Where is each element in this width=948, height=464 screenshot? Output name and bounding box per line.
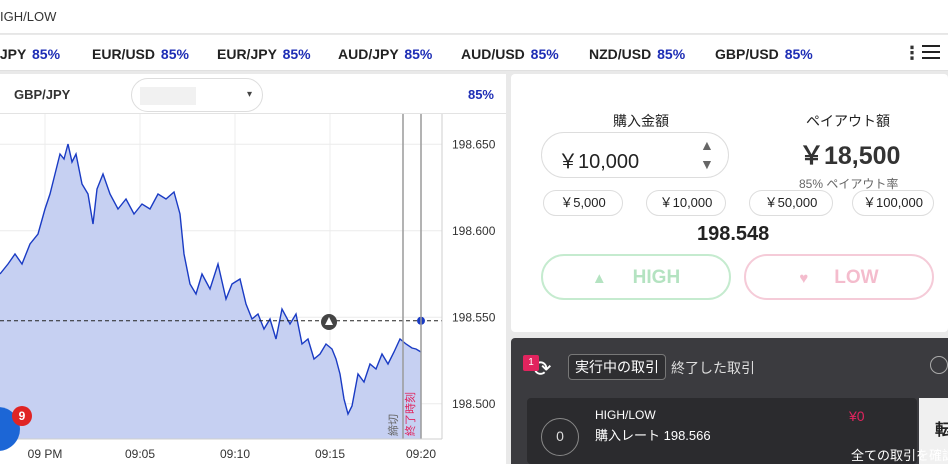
amount-chip-100000[interactable]: ￥100,000 <box>852 190 934 216</box>
amount-chip-10000[interactable]: ￥10,000 <box>646 190 726 216</box>
y-tick-label: 198.650 <box>452 137 496 151</box>
price-chart[interactable]: 締切 終了時刻 198.650 198.600 198.550 198.500 09 … <box>0 114 506 464</box>
triangle-down-icon: ♥ <box>799 270 809 287</box>
entry-marker <box>321 314 337 330</box>
pair-pct: 85% <box>530 46 559 62</box>
trade-payout: ¥0 <box>849 408 865 424</box>
x-tick-label: 09 PM <box>28 447 63 461</box>
y-tick-label: 198.500 <box>452 397 496 411</box>
high-button[interactable]: ▲ HIGH <box>541 254 731 300</box>
pair-tab[interactable]: NZD/USD 85% <box>589 46 685 62</box>
x-tick-labels: 09 PM 09:05 09:10 09:15 09:20 <box>28 447 437 461</box>
notification-badge: 9 <box>12 406 32 426</box>
x-tick-label: 09:05 <box>125 447 155 461</box>
chart-payout-pct: 85% <box>467 87 494 102</box>
top-bar: IGH/LOW <box>0 0 948 34</box>
pair-tab[interactable]: AUD/USD 85% <box>461 46 559 62</box>
app-title: IGH/LOW <box>0 9 57 24</box>
pair-name: /JPY <box>0 46 27 62</box>
more-options-icon[interactable]: ⋮ <box>903 43 921 63</box>
low-button-label: LOW <box>834 267 879 288</box>
pair-pct: 85% <box>282 46 311 62</box>
trade-entry-rate: 購入レート 198.566 <box>595 428 711 443</box>
decrease-amount-icon[interactable]: ▼ <box>700 156 714 172</box>
resell-button[interactable]: 転 <box>919 398 948 464</box>
duration-select-value <box>140 87 196 105</box>
chart-panel: GBP/JPY ▾ 85% 締切 終了時刻 198.650 198.600 198.… <box>0 74 506 464</box>
amount-input[interactable]: ￥10,000 ▲ ▼ <box>541 132 729 178</box>
x-tick-label: 09:10 <box>220 447 250 461</box>
pair-tab[interactable]: /JPY 85% <box>0 46 60 62</box>
amount-chip-5000[interactable]: ￥5,000 <box>543 190 623 216</box>
high-button-label: HIGH <box>632 267 681 288</box>
current-rate: 198.548 <box>697 223 770 245</box>
payout-value: ￥18,500 <box>799 142 901 170</box>
payout-label: ペイアウト額 <box>806 113 890 129</box>
chart-header: GBP/JPY ▾ 85% <box>0 74 506 114</box>
low-button[interactable]: ♥ LOW <box>744 254 934 300</box>
x-tick-label: 09:20 <box>406 447 436 461</box>
cutoff-label: 締切 <box>386 414 400 436</box>
trade-panel: 購入金額 ￥10,000 ▲ ▼ ペイアウト額 ￥18,500 85% ペイアウ… <box>511 74 948 332</box>
pair-tab[interactable]: AUD/JPY 85% <box>338 46 432 62</box>
tab-active-trades[interactable]: 実行中の取引 <box>568 354 666 380</box>
amount-label: 購入金額 <box>613 113 669 129</box>
trade-countdown: 0 <box>541 418 579 456</box>
chart-pair-label: GBP/JPY <box>14 87 71 102</box>
pair-name: EUR/JPY <box>217 46 277 62</box>
external-link-icon[interactable] <box>930 356 948 374</box>
trade-card[interactable]: 0 HIGH/LOW 購入レート 198.566 ¥0 <box>527 398 917 464</box>
pair-ticker-bar: /JPY 85% EUR/USD 85% EUR/JPY 85% AUD/JPY… <box>0 35 948 71</box>
pair-tab[interactable]: EUR/USD 85% <box>92 46 189 62</box>
pair-name: AUD/USD <box>461 46 525 62</box>
positions-count-badge: 1 <box>523 355 539 371</box>
end-time-label: 終了時刻 <box>403 392 417 436</box>
pair-pct: 85% <box>657 46 686 62</box>
view-all-trades-link[interactable]: 全ての取引を確認 <box>851 448 948 463</box>
trade-type: HIGH/LOW <box>595 408 656 422</box>
pair-name: AUD/JPY <box>338 46 399 62</box>
pair-pct: 85% <box>32 46 61 62</box>
pair-pct: 85% <box>404 46 433 62</box>
pair-name: NZD/USD <box>589 46 652 62</box>
tab-closed-trades[interactable]: 終了した取引 <box>671 360 755 376</box>
y-tick-label: 198.550 <box>452 310 496 324</box>
triangle-up-icon <box>325 317 333 325</box>
price-line <box>0 143 422 416</box>
payout-rate: 85% ペイアウト率 <box>799 177 899 191</box>
pair-tab[interactable]: GBP/USD 85% <box>715 46 813 62</box>
positions-panel: ⟳ 1 実行中の取引 終了した取引 0 HIGH/LOW 購入レート 198.5… <box>511 338 948 464</box>
chevron-down-icon: ▾ <box>246 89 252 100</box>
y-tick-label: 198.600 <box>452 224 496 238</box>
triangle-up-icon: ▲ <box>591 270 607 287</box>
hamburger-menu-icon[interactable] <box>922 45 940 63</box>
price-area <box>0 144 421 439</box>
pair-pct: 85% <box>160 46 189 62</box>
pair-pct: 85% <box>784 46 813 62</box>
pair-name: EUR/USD <box>92 46 156 62</box>
amount-chip-50000[interactable]: ￥50,000 <box>749 190 833 216</box>
pair-name: GBP/USD <box>715 46 779 62</box>
y-tick-labels: 198.650 198.600 198.550 198.500 <box>452 137 496 411</box>
pair-tab[interactable]: EUR/JPY 85% <box>217 46 311 62</box>
x-tick-label: 09:15 <box>315 447 345 461</box>
amount-value: ￥10,000 <box>558 151 640 173</box>
duration-select[interactable]: ▾ <box>131 78 263 112</box>
increase-amount-icon[interactable]: ▲ <box>700 137 714 153</box>
